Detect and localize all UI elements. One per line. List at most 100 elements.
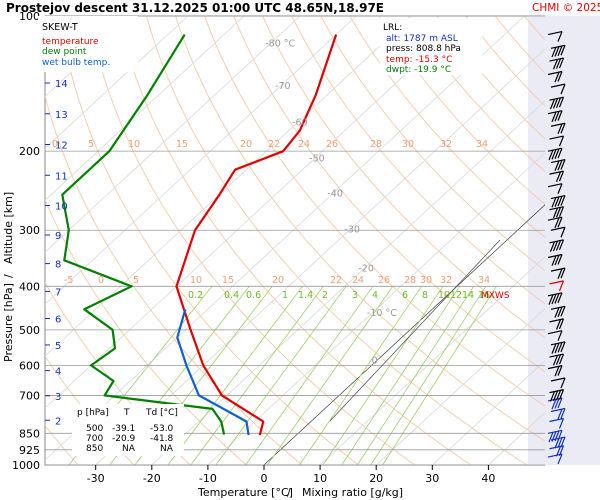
wind-barb-flag — [551, 46, 557, 58]
wind-barb-flag — [555, 97, 562, 109]
altitude-tick-label: 10 — [55, 202, 68, 213]
adiabat-label-top: 22 — [268, 139, 280, 150]
isotherm-label: -60 — [292, 117, 308, 128]
lrl-press: press: 808.8 hPa — [386, 44, 461, 54]
wind-barb-flag — [557, 330, 563, 341]
wind-barb — [549, 318, 565, 330]
wind-barb-flag — [554, 293, 560, 304]
adiabat-label-top: 0 — [52, 139, 58, 150]
isotherm-label: -30 — [344, 225, 360, 236]
lrl-box: LRL: alt: 1787 m ASL press: 808.8 hPa te… — [380, 18, 482, 75]
wind-barb — [549, 280, 565, 292]
isotherm-label: -20 — [358, 264, 374, 275]
wind-barb-shaft — [550, 407, 566, 413]
x-tick-label: 40 — [481, 472, 495, 485]
isotherm-line — [45, 16, 525, 461]
isotherm-line — [207, 152, 545, 465]
isotherm-zero-line — [263, 204, 545, 465]
legend-temperature: temperature — [42, 37, 99, 47]
mxws-label: MXWS — [481, 291, 510, 301]
altitude-tick-label: 11 — [55, 171, 68, 182]
wind-barb-flag — [557, 268, 563, 279]
table-cell: 700 — [86, 434, 103, 444]
adiabat-label-mid: 32 — [440, 275, 452, 286]
wind-barb-flag — [558, 135, 565, 147]
isotherm-line — [45, 16, 301, 253]
mixing-ratio-line — [267, 286, 394, 465]
wind-barb-shaft — [547, 429, 563, 434]
wind-barb-flag — [558, 239, 565, 251]
wind-barb-shaft — [547, 70, 563, 76]
wind-barb-shaft — [550, 341, 566, 346]
altitude-tick-label: 7 — [55, 287, 61, 298]
mixing-ratio-label: 12 — [450, 290, 462, 301]
lrl-alt: alt: 1787 m ASL — [386, 34, 458, 44]
wind-barb — [547, 147, 563, 161]
mixing-ratio-line — [382, 286, 497, 465]
wind-barb-flag — [552, 207, 559, 219]
x-tick-label: -20 — [143, 472, 161, 485]
wind-barb — [550, 122, 566, 135]
mixing-ratio-label: 0.2 — [188, 290, 203, 301]
altitude-tick-label: 8 — [55, 260, 61, 271]
adiabat-label-top: 20 — [240, 139, 252, 150]
pressure-tick-label: 925 — [19, 444, 40, 457]
wind-barb — [550, 377, 566, 389]
adiabat-label-mid: 10 — [190, 275, 202, 286]
wind-barb — [550, 267, 566, 279]
wind-barb-flag — [557, 437, 563, 448]
wind-barb-flag — [549, 241, 556, 252]
wind-barb-flag — [560, 306, 566, 317]
adiabat-label-top: 15 — [176, 139, 188, 150]
wind-barb — [549, 135, 565, 147]
wind-barb-shaft — [547, 365, 563, 370]
wind-barb-flag — [557, 195, 563, 207]
wind-barb-shaft — [550, 44, 566, 49]
wind-barb-shaft — [549, 280, 564, 285]
wind-barb-shaft — [547, 110, 563, 115]
mixing-ratio-line — [215, 286, 347, 465]
wind-barb-flag — [554, 430, 560, 442]
table-cell: NA — [122, 444, 136, 454]
altitude-tick-label: 13 — [55, 110, 68, 121]
mixing-ratio-line — [190, 286, 324, 465]
altitude-tick-label: 4 — [55, 367, 61, 378]
mixing-ratio-line — [322, 286, 444, 465]
pressure-tick-label: 100 — [19, 10, 40, 23]
wind-barb-shaft — [549, 318, 564, 323]
x-tick-label: 30 — [425, 472, 439, 485]
wind-barb-flag — [557, 453, 563, 465]
wind-barb — [547, 70, 563, 83]
wind-barb — [550, 341, 566, 354]
wind-barb — [547, 30, 563, 42]
isotherm-line — [45, 16, 189, 149]
wind-barb-flag — [560, 123, 566, 134]
wind-barb-flag — [560, 195, 566, 206]
isotherm-line — [45, 16, 469, 409]
wind-barb — [549, 170, 565, 182]
wind-barb-flag — [558, 170, 565, 182]
dry-adiabat-line — [262, 16, 545, 339]
wind-barb-flag — [554, 148, 560, 159]
series-line-temperature — [175, 34, 338, 436]
wind-barb-flag — [557, 342, 563, 353]
adiabat-label-mid: 0 — [98, 275, 104, 286]
x-axis-title: Temperature [°C] / Mixing ratio [g/kg] — [197, 486, 403, 499]
mixing-ratio-line — [341, 286, 461, 465]
mixing-ratio-label: 16 — [478, 290, 490, 301]
altitude-tick-label: 6 — [55, 315, 61, 326]
wind-barb-shaft — [547, 330, 563, 335]
wind-barb-flag — [555, 354, 562, 365]
wind-barb-flag — [555, 446, 562, 457]
y-axis-title: Pressure [hPa] / Altitude [km] — [2, 192, 15, 362]
mixing-ratio-label: 3 — [352, 290, 358, 301]
table-header-t: T — [123, 408, 130, 418]
legend: SKEW-T temperature dew point wet bulb te… — [38, 16, 138, 72]
adiabat-label-mid: 30 — [420, 275, 432, 286]
wind-barb — [550, 305, 566, 318]
wind-barb-flag — [560, 377, 566, 389]
wind-barb-flag — [551, 149, 557, 160]
wind-barb-flag — [549, 98, 556, 110]
isotherm-label: -70 — [275, 81, 291, 92]
